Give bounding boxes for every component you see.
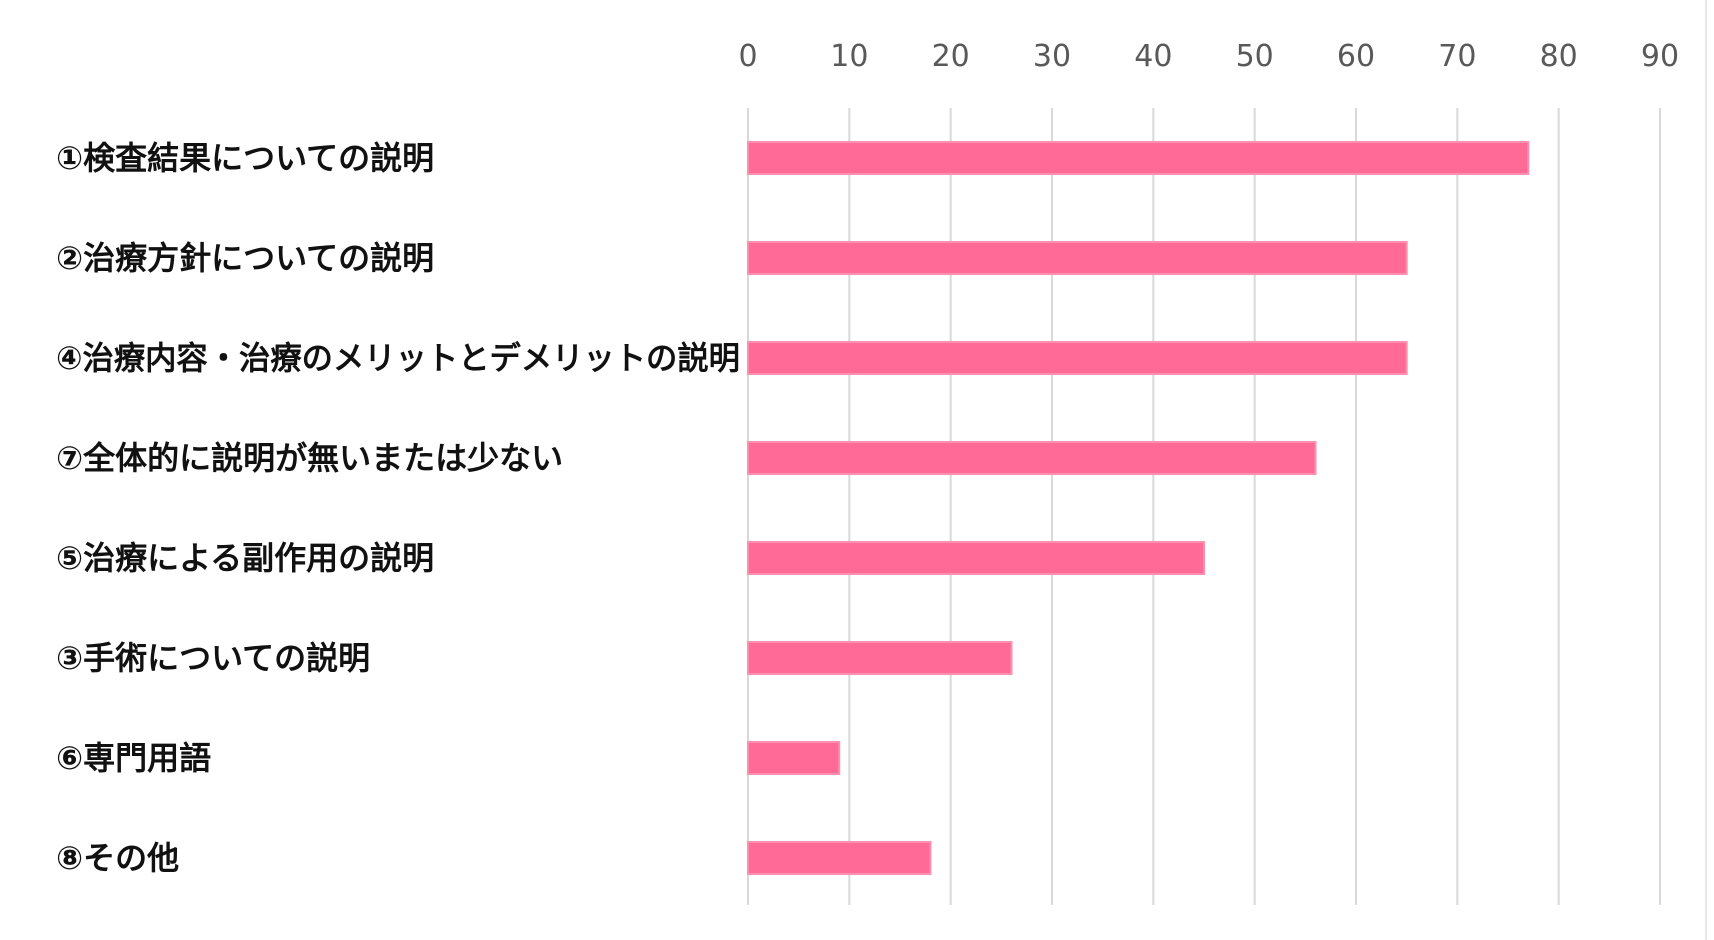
category-label: ⑧その他 xyxy=(56,839,179,877)
category-label: ⑥専門用語 xyxy=(56,739,211,777)
category-labels: ①検査結果についての説明 ②治療方針についての説明 ④治療内容・治療のメリットとデメ… xyxy=(56,139,740,877)
x-tick-label: 80 xyxy=(1540,39,1578,74)
x-tick-label: 60 xyxy=(1337,39,1375,74)
gridlines xyxy=(747,0,1707,940)
x-tick-label: 40 xyxy=(1134,39,1172,74)
category-label: ⑤治療による副作用の説明 xyxy=(56,539,434,577)
bar xyxy=(747,241,1408,275)
x-tick-label: 0 xyxy=(738,39,757,74)
category-label: ①検査結果についての説明 xyxy=(56,139,434,177)
bar xyxy=(747,141,1530,175)
bar xyxy=(747,641,1013,675)
bars xyxy=(747,141,1530,875)
category-label: ④治療内容・治療のメリットとデメリットの説明 xyxy=(56,339,740,377)
x-tick-label: 10 xyxy=(830,39,868,74)
x-tick-label: 70 xyxy=(1438,39,1476,74)
x-tick-label: 50 xyxy=(1236,39,1274,74)
x-tick-label: 20 xyxy=(932,39,970,74)
bar xyxy=(747,841,932,875)
bar xyxy=(747,741,841,775)
bar xyxy=(747,541,1205,575)
category-label: ③手術についての説明 xyxy=(56,639,370,677)
category-label: ②治療方針についての説明 xyxy=(56,239,434,277)
x-tick-label: 90 xyxy=(1641,39,1679,74)
bar xyxy=(747,341,1408,375)
x-tick-label: 30 xyxy=(1033,39,1071,74)
x-axis-ticks: 0 10 20 30 40 50 60 70 80 90 xyxy=(738,39,1679,74)
category-label: ⑦全体的に説明が無いまたは少ない xyxy=(56,439,563,477)
bar xyxy=(747,441,1317,475)
